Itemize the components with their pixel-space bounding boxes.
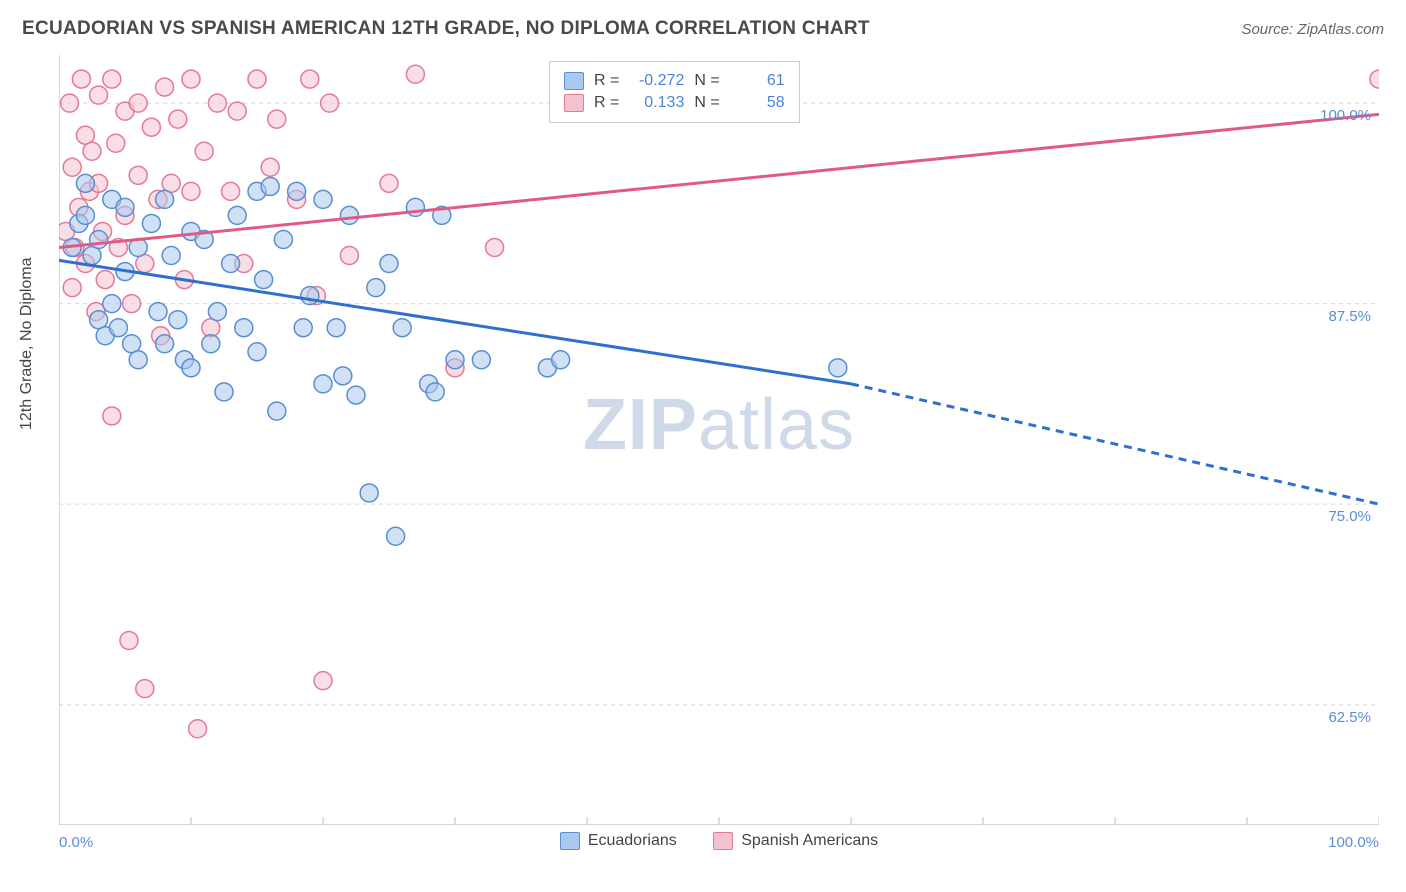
- legend-label-1: Ecuadorians: [588, 832, 677, 850]
- r-label-1: R =: [594, 72, 619, 90]
- legend-label-2: Spanish Americans: [741, 832, 878, 850]
- scatter-plot: [59, 55, 1379, 825]
- n-label-1: N =: [694, 72, 719, 90]
- swatch-series2-bottom: [713, 832, 733, 850]
- chart-title: ECUADORIAN VS SPANISH AMERICAN 12TH GRAD…: [22, 18, 870, 40]
- n-label-2: N =: [694, 94, 719, 112]
- y-axis-label: 12th Grade, No Diploma: [18, 257, 36, 430]
- y-tick-label: 100.0%: [1320, 107, 1371, 124]
- r-value-1: -0.272: [629, 72, 684, 90]
- r-value-2: 0.133: [629, 94, 684, 112]
- stats-legend: R = -0.272 N = 61 R = 0.133 N = 58: [549, 61, 800, 123]
- swatch-series1-bottom: [560, 832, 580, 850]
- legend-item-2: Spanish Americans: [713, 832, 878, 850]
- y-tick-label: 87.5%: [1328, 308, 1371, 325]
- stats-row-1: R = -0.272 N = 61: [564, 70, 785, 92]
- bottom-legend: Ecuadorians Spanish Americans: [59, 832, 1379, 855]
- y-tick-label: 75.0%: [1328, 508, 1371, 525]
- stats-row-2: R = 0.133 N = 58: [564, 92, 785, 114]
- y-tick-label: 62.5%: [1328, 709, 1371, 726]
- r-label-2: R =: [594, 94, 619, 112]
- swatch-series1: [564, 72, 584, 90]
- x-tick-last: 100.0%: [1328, 834, 1379, 851]
- x-tick-first: 0.0%: [59, 834, 93, 851]
- source-label: Source: ZipAtlas.com: [1241, 21, 1384, 38]
- n-value-1: 61: [730, 72, 785, 90]
- n-value-2: 58: [730, 94, 785, 112]
- swatch-series2: [564, 94, 584, 112]
- legend-item-1: Ecuadorians: [560, 832, 677, 850]
- header: ECUADORIAN VS SPANISH AMERICAN 12TH GRAD…: [0, 0, 1406, 52]
- chart-area: ZIPatlas R = -0.272 N = 61 R = 0.133 N =…: [59, 55, 1379, 825]
